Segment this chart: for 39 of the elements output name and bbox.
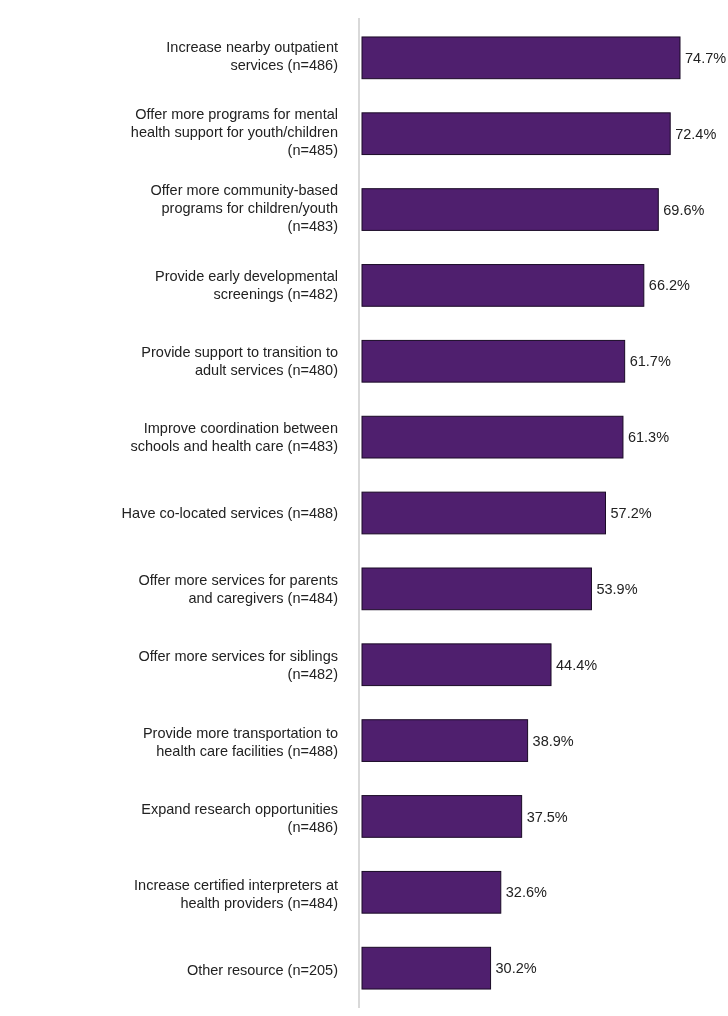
y-tick-label: Other resource (n=205) — [186, 962, 338, 978]
data-label: 66.2% — [648, 277, 691, 294]
data-label: 38.9% — [532, 732, 574, 749]
y-tick-label: Have co-located services (n=488) — [121, 505, 338, 522]
y-tick-label: Offer more programs for mental health support for youth/children (n=485) — [130, 106, 338, 159]
y-tick-label: Offer more community-based programs for children/youth (n=483) — [150, 182, 338, 235]
bar — [361, 491, 606, 535]
data-label: 74.7% — [685, 49, 727, 66]
bar — [361, 567, 592, 611]
data-label: 32.6% — [505, 884, 547, 901]
y-tick-label: Expand research opportunities (n=486) — [141, 800, 338, 835]
y-tick-label: Provide early developmental screenings (n=482) — [155, 267, 338, 302]
y-tick-label: Improve coordination between schools and health care (n=483) — [130, 419, 338, 454]
data-label: 57.2% — [610, 505, 652, 522]
y-tick-label: Provide support to transition to adult services (n=480) — [141, 343, 338, 378]
data-label: 30.2% — [495, 960, 537, 977]
y-tick-label: Increase certified interpreters at health providers (n=484) — [134, 876, 338, 911]
bar — [361, 946, 492, 990]
data-label: 53.9% — [596, 580, 638, 597]
bar — [361, 870, 502, 914]
bar — [361, 795, 523, 838]
data-label: 72.4% — [675, 125, 717, 142]
bar — [361, 188, 659, 231]
data-label: 44.4% — [556, 656, 598, 673]
bar — [361, 264, 645, 307]
y-tick-label: Offer more services for parents and caregivers (n=484) — [138, 572, 338, 607]
bar — [361, 415, 624, 459]
bar — [361, 719, 529, 762]
bar — [361, 112, 671, 156]
data-label: 37.5% — [526, 808, 568, 825]
y-tick-label: Increase nearby outpatient services (n=486) — [166, 39, 338, 74]
bar — [361, 339, 626, 383]
bar — [361, 643, 552, 687]
data-label: 69.6% — [663, 201, 705, 218]
data-label: 61.7% — [629, 353, 671, 370]
y-tick-label: Offer more services for siblings (n=482) — [138, 648, 338, 683]
y-tick-label: Provide more transportation to health care facilities (n=488) — [142, 724, 338, 759]
bar — [361, 36, 681, 80]
data-label: 61.3% — [627, 429, 670, 446]
